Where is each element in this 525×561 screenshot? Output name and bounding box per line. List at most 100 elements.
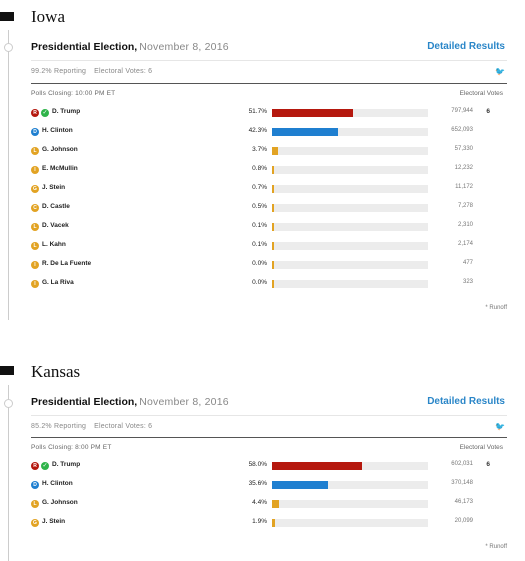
vote-bar-fill <box>272 500 279 508</box>
vote-percent: 42.3% <box>248 127 267 134</box>
party-badge-icon: D <box>31 128 39 136</box>
candidate-row: R ✓ D. Trump 51.7% 797,944 6 <box>31 108 507 120</box>
candidate-row: G J. Stein 1.9% 20,099 <box>31 518 507 530</box>
party-badge-icon: D <box>31 481 39 489</box>
party-badge-icon: G <box>31 519 39 527</box>
timeline-dot <box>4 43 13 52</box>
divider <box>31 83 507 84</box>
party-badge-icon: I <box>31 166 39 174</box>
candidate-row: D H. Clinton 42.3% 652,093 <box>31 127 507 139</box>
vote-count: 57,330 <box>454 146 473 152</box>
candidate-row: R ✓ D. Trump 58.0% 602,031 6 <box>31 461 507 473</box>
candidate-row: L L. Kahn 0.1% 2,174 <box>31 241 507 253</box>
candidate-name: G. Johnson <box>42 499 78 506</box>
vote-bar-fill <box>272 242 274 250</box>
vote-count: 7,278 <box>457 203 473 209</box>
candidate-row: L D. Vacek 0.1% 2,310 <box>31 222 507 234</box>
vote-count: 477 <box>462 260 473 266</box>
candidate-name: D. Trump <box>52 108 81 115</box>
party-badge-icon: L <box>31 500 39 508</box>
vote-bar-fill <box>272 185 274 193</box>
runoff-note: * Runoff <box>485 544 507 550</box>
vote-bar-track <box>272 481 428 489</box>
vote-count: 2,310 <box>457 222 473 228</box>
candidate-name: J. Stein <box>42 518 66 525</box>
vote-bar-fill <box>272 481 328 489</box>
timeline-line <box>8 385 9 561</box>
vote-percent: 4.4% <box>252 499 267 506</box>
candidate-name: R. De La Fuente <box>42 260 92 267</box>
candidate-name: G. La Riva <box>42 279 74 286</box>
vote-bar-track <box>272 261 428 269</box>
candidate-row: I R. De La Fuente 0.0% 477 <box>31 260 507 272</box>
party-badge-icon: C <box>31 204 39 212</box>
vote-count: 370,148 <box>451 480 473 486</box>
vote-count: 323 <box>462 279 473 285</box>
vote-bar-track <box>272 185 428 193</box>
candidate-name: E. McMullin <box>42 165 78 172</box>
vote-percent: 51.7% <box>248 108 267 115</box>
electoral-votes-header: Electoral Votes <box>459 90 503 97</box>
party-badge-icon: L <box>31 223 39 231</box>
vote-bar-fill <box>272 519 275 527</box>
divider <box>31 415 507 416</box>
runoff-note: * Runoff <box>485 305 507 311</box>
vote-percent: 0.7% <box>252 184 267 191</box>
candidate-row: C D. Castle 0.5% 7,278 <box>31 203 507 215</box>
party-badge-icon: I <box>31 261 39 269</box>
vote-percent: 0.8% <box>252 165 267 172</box>
candidate-name: D. Castle <box>42 203 70 210</box>
vote-bar-track <box>272 166 428 174</box>
candidate-row: D H. Clinton 35.6% 370,148 <box>31 480 507 492</box>
candidate-row: I E. McMullin 0.8% 12,232 <box>31 165 507 177</box>
vote-bar-track <box>272 280 428 288</box>
kansas-state-icon <box>0 366 14 375</box>
vote-bar-track <box>272 223 428 231</box>
vote-count: 2,174 <box>457 241 473 247</box>
state-title: Kansas <box>31 362 81 381</box>
state-section-iowa: Iowa Presidential Election, November 8, 2… <box>0 7 507 320</box>
vote-bar-fill <box>272 261 274 269</box>
candidate-name: D. Vacek <box>42 222 69 229</box>
party-badge-icon: I <box>31 280 39 288</box>
candidate-name: H. Clinton <box>42 480 73 487</box>
detailed-results-link[interactable]: Detailed Results <box>427 396 505 407</box>
twitter-icon[interactable]: 🐦 <box>495 67 505 76</box>
electoral-votes-count: 6 <box>486 461 490 468</box>
twitter-icon[interactable]: 🐦 <box>495 422 505 431</box>
vote-bar-fill <box>272 204 274 212</box>
vote-bar-fill <box>272 462 363 470</box>
candidate-row: I G. La Riva 0.0% 323 <box>31 279 507 291</box>
race-title: Presidential Election, November 8, 2016 <box>31 396 229 408</box>
vote-bar-fill <box>272 166 274 174</box>
vote-bar-track <box>272 519 428 527</box>
vote-percent: 0.0% <box>252 260 267 267</box>
vote-percent: 0.5% <box>252 203 267 210</box>
winner-check-icon: ✓ <box>41 462 49 470</box>
candidate-row: L G. Johnson 4.4% 46,173 <box>31 499 507 511</box>
state-title: Iowa <box>31 7 65 26</box>
vote-bar-track <box>272 462 428 470</box>
vote-count: 602,031 <box>451 461 473 467</box>
candidate-name: G. Johnson <box>42 146 78 153</box>
party-badge-icon: L <box>31 147 39 155</box>
party-badge-icon: R <box>31 109 39 117</box>
race-title: Presidential Election, November 8, 2016 <box>31 41 229 53</box>
detailed-results-link[interactable]: Detailed Results <box>427 41 505 52</box>
winner-check-icon: ✓ <box>41 109 49 117</box>
vote-percent: 0.1% <box>252 222 267 229</box>
electoral-votes-count: 6 <box>486 108 490 115</box>
state-section-kansas: Kansas Presidential Election, November 8,… <box>0 357 525 561</box>
vote-percent: 3.7% <box>252 146 267 153</box>
polls-closing: Polls Closing: 8:00 PM ET <box>31 444 112 451</box>
divider <box>31 60 507 61</box>
vote-bar-fill <box>272 223 274 231</box>
candidate-name: J. Stein <box>42 184 66 191</box>
vote-bar-fill <box>272 147 278 155</box>
vote-bar-fill <box>272 280 274 288</box>
vote-percent: 0.0% <box>252 279 267 286</box>
vote-bar-fill <box>272 109 353 117</box>
party-badge-icon: L <box>31 242 39 250</box>
vote-percent: 1.9% <box>252 518 267 525</box>
timeline-line <box>8 30 9 320</box>
